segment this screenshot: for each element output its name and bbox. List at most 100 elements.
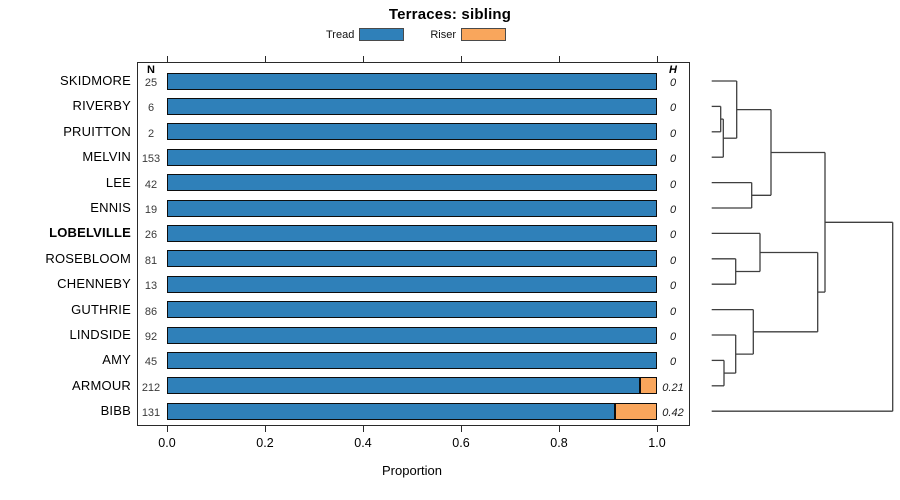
n-value: 13 <box>144 280 158 293</box>
bar-segment-tread <box>167 250 657 268</box>
category-label: PRUITTON <box>63 123 131 139</box>
n-value: 26 <box>144 229 158 242</box>
stacked-bar <box>167 199 657 217</box>
legend-label-tread: Tread <box>326 28 355 41</box>
stacked-bar <box>167 275 657 293</box>
n-value: 2 <box>147 127 155 140</box>
h-value: 0.21 <box>662 381 684 394</box>
category-label: ARMOUR <box>72 377 131 393</box>
h-value: 0 <box>669 356 677 369</box>
category-label: BIBB <box>100 403 131 419</box>
bar-segment-riser <box>615 402 657 420</box>
h-value: 0 <box>669 229 677 242</box>
n-value: 19 <box>144 204 158 216</box>
category-label: CHENNEBY <box>57 276 131 292</box>
n-value: 25 <box>144 77 158 89</box>
category-label: MELVIN <box>82 149 131 165</box>
h-value: 0 <box>669 331 677 343</box>
bar-segment-tread <box>167 224 657 242</box>
category-label: RIVERBY <box>72 98 131 114</box>
bar-segment-tread <box>167 301 657 319</box>
n-value: 45 <box>144 356 158 369</box>
bar-segment-tread <box>167 402 615 420</box>
h-value: 0 <box>669 178 677 191</box>
h-value: 0 <box>669 305 677 318</box>
x-tick-label: 0.2 <box>256 436 274 450</box>
category-label: LINDSIDE <box>69 327 131 342</box>
category-label: GUTHRIE <box>71 301 131 317</box>
stacked-bar <box>167 123 657 141</box>
legend-swatch-tread <box>359 28 405 41</box>
tick-top <box>460 56 462 62</box>
n-value: 212 <box>141 381 161 394</box>
tick-bottom <box>558 426 560 432</box>
tick-top <box>166 56 168 62</box>
bar-segment-tread <box>167 72 657 90</box>
bar-segment-tread <box>167 199 657 217</box>
stacked-bar <box>167 148 657 166</box>
h-column-header: H <box>669 64 677 76</box>
n-value: 6 <box>147 102 155 115</box>
x-tick-label: 0.0 <box>158 436 176 450</box>
x-axis-label: Proportion <box>382 463 442 478</box>
tick-top <box>656 56 658 62</box>
bar-segment-tread <box>167 174 657 192</box>
x-tick-label: 0.8 <box>550 436 568 450</box>
bar-segment-riser <box>640 377 657 395</box>
chart-title: Terraces: sibling <box>388 6 512 23</box>
tick-bottom <box>362 426 364 432</box>
bar-segment-tread <box>167 148 657 166</box>
stacked-bar <box>167 250 657 268</box>
bar-segment-tread <box>167 275 657 293</box>
legend-item-riser: Riser <box>430 28 506 41</box>
n-value: 86 <box>144 305 158 318</box>
stacked-bar <box>167 402 657 420</box>
plot-area-border <box>137 62 690 426</box>
stacked-bar <box>167 301 657 319</box>
n-value: 153 <box>141 153 161 166</box>
category-label: ENNIS <box>90 200 131 215</box>
h-value: 0 <box>669 127 677 140</box>
bar-segment-tread <box>167 351 657 369</box>
h-value: 0.42 <box>662 407 684 420</box>
tick-top <box>362 56 364 62</box>
h-value: 0 <box>669 153 677 166</box>
category-label: SKIDMORE <box>60 73 131 88</box>
stacked-bar <box>167 224 657 242</box>
category-label: ROSEBLOOM <box>45 250 131 266</box>
bar-segment-tread <box>167 97 657 115</box>
bar-segment-tread <box>167 326 657 344</box>
stacked-bar <box>167 326 657 344</box>
h-value: 0 <box>669 254 677 267</box>
tick-bottom <box>460 426 462 432</box>
n-value: 131 <box>141 407 161 420</box>
bar-segment-tread <box>167 123 657 141</box>
stacked-bar <box>167 174 657 192</box>
stacked-bar <box>167 97 657 115</box>
tick-bottom <box>656 426 658 432</box>
n-value: 81 <box>144 254 158 267</box>
legend-swatch-riser <box>461 28 506 41</box>
stacked-bar <box>167 377 657 395</box>
category-label: AMY <box>102 352 131 368</box>
h-value: 0 <box>669 102 677 115</box>
n-value: 92 <box>144 331 158 343</box>
tick-bottom <box>166 426 168 432</box>
tick-top <box>264 56 266 62</box>
legend-label-riser: Riser <box>430 28 456 41</box>
category-label: LEE <box>105 174 131 190</box>
stacked-bar <box>167 351 657 369</box>
h-value: 0 <box>669 280 677 293</box>
x-tick-label: 1.0 <box>648 436 666 450</box>
tick-bottom <box>264 426 266 432</box>
legend: Tread Riser <box>0 28 832 41</box>
x-tick-label: 0.4 <box>354 436 372 450</box>
bar-segment-tread <box>167 377 640 395</box>
h-value: 0 <box>669 204 677 216</box>
h-value: 0 <box>669 77 677 89</box>
n-value: 42 <box>144 178 158 191</box>
n-column-header: N <box>147 64 155 76</box>
stacked-bar <box>167 72 657 90</box>
x-tick-label: 0.6 <box>452 436 470 450</box>
